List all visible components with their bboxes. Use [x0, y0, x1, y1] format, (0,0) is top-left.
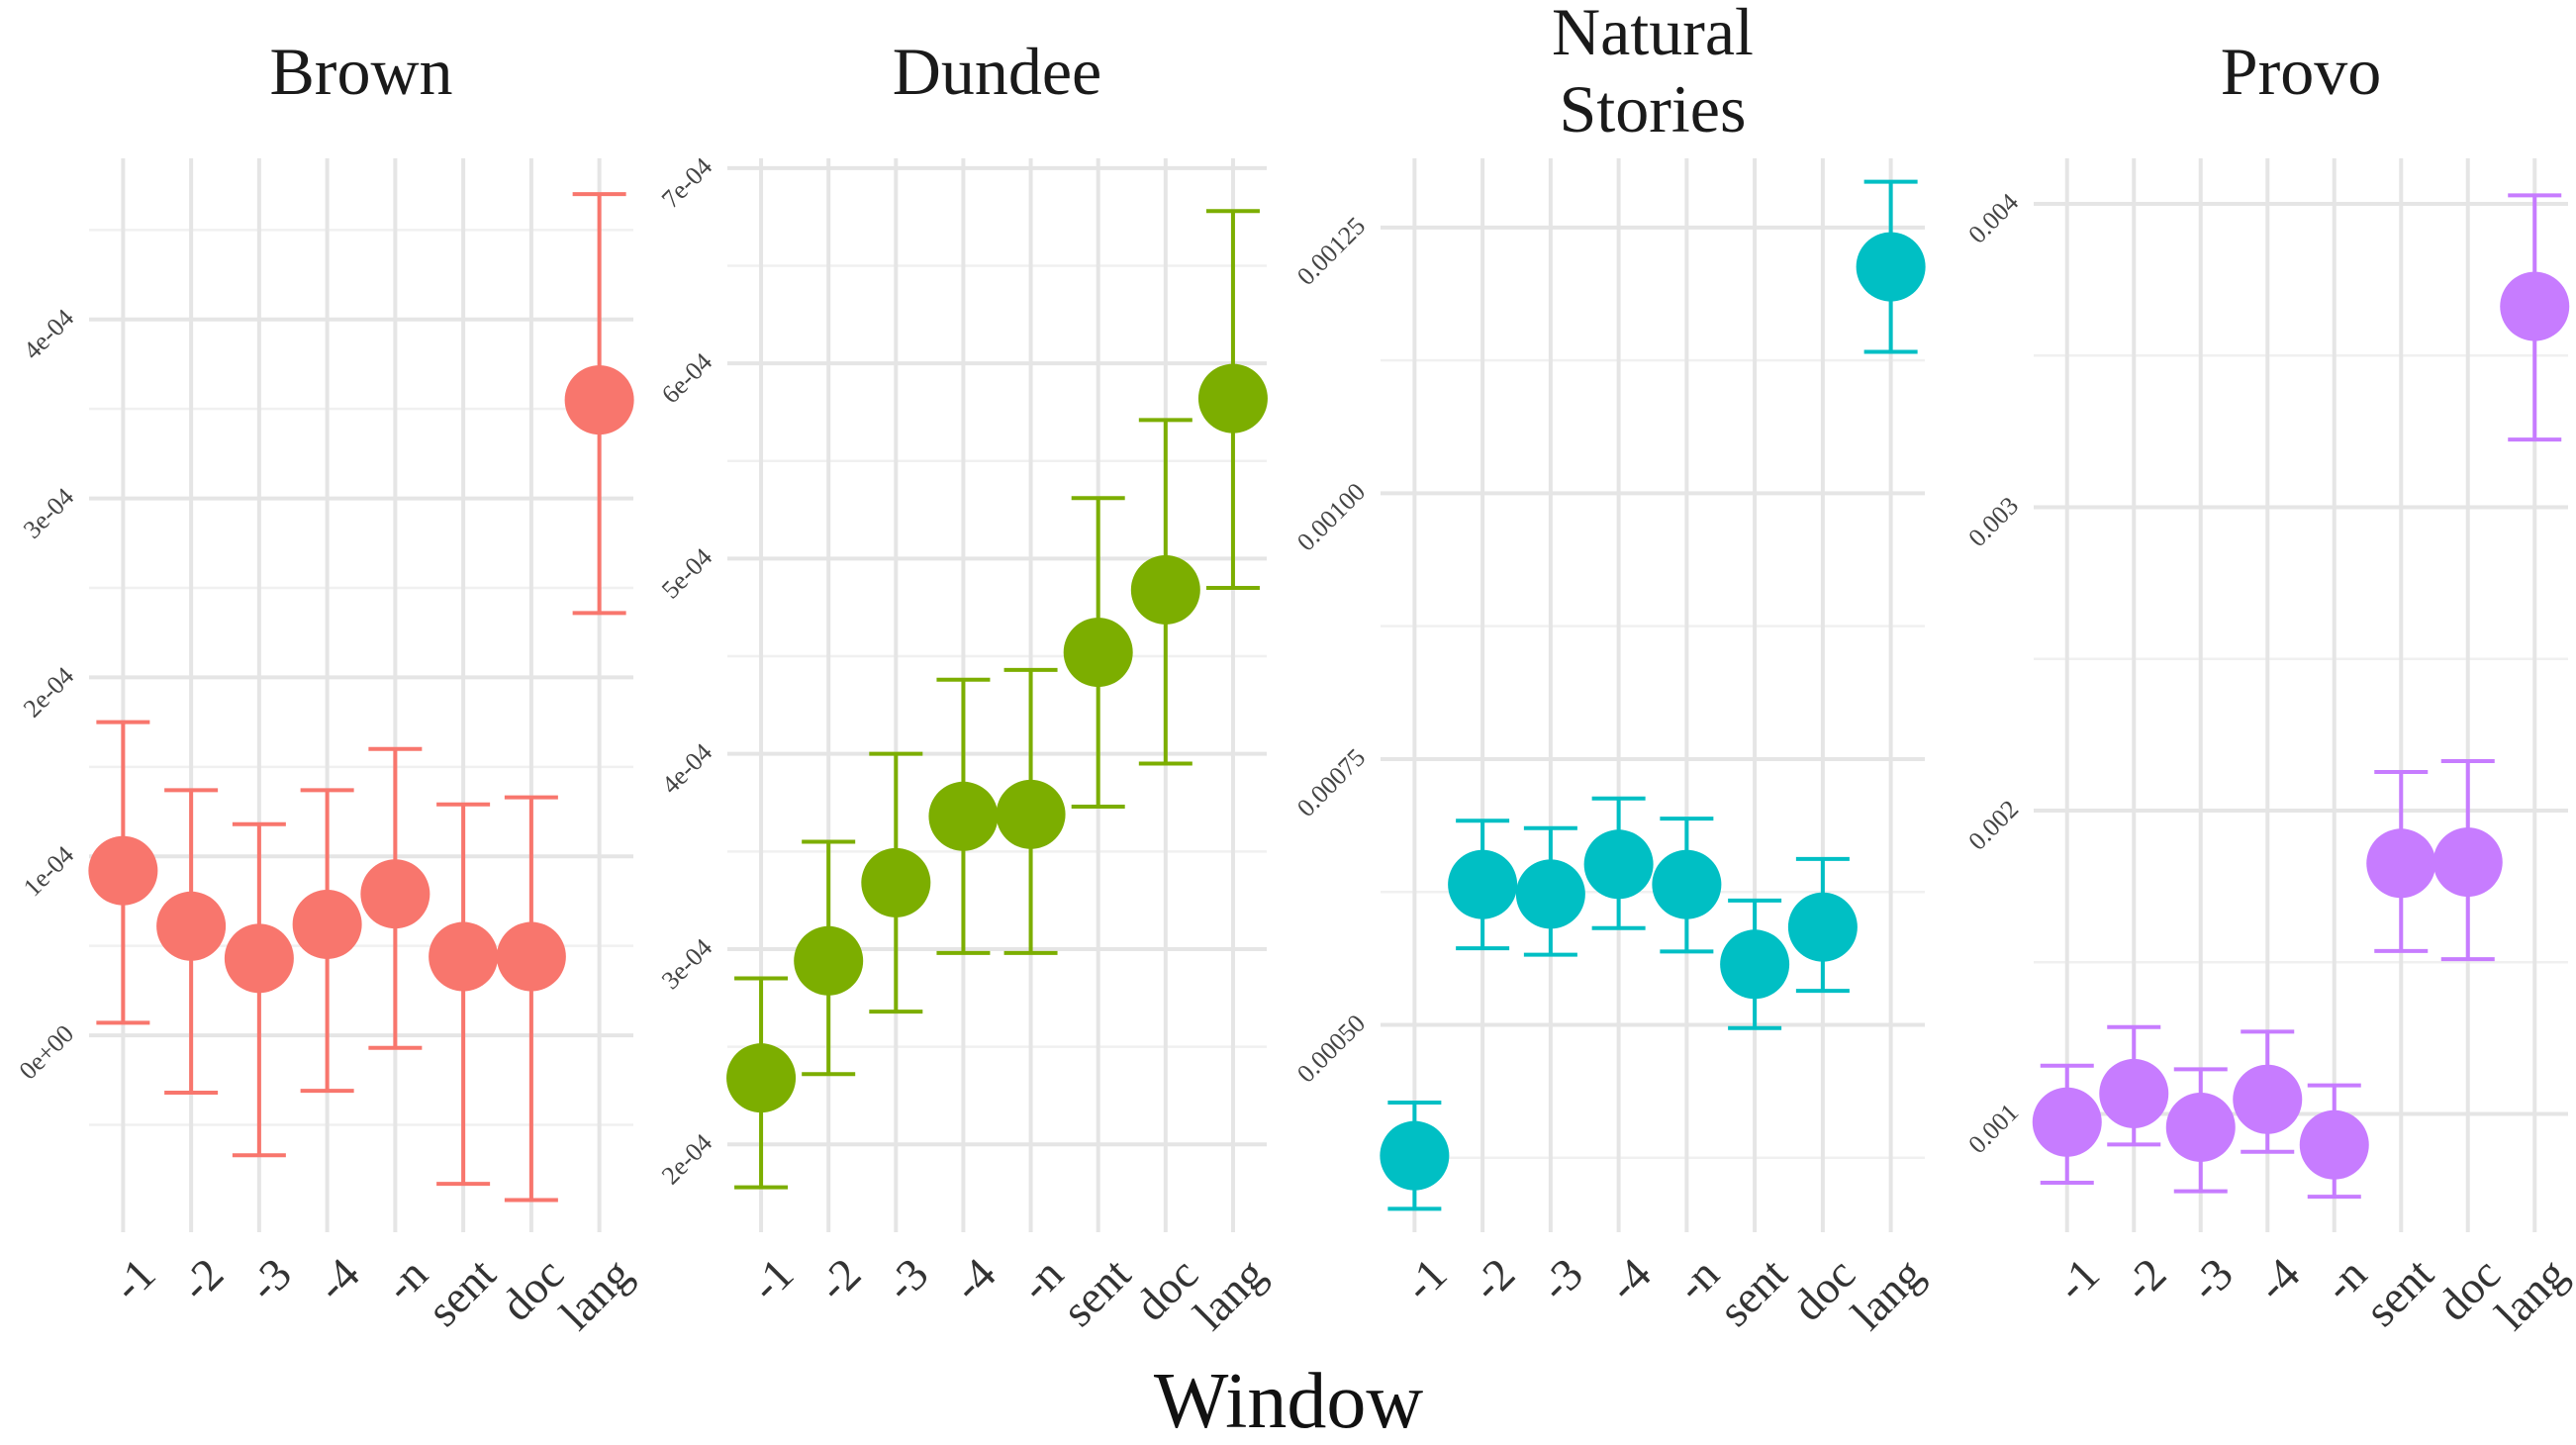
- x-tick-label: lang: [1842, 1248, 1933, 1339]
- y-tick-label: 4e-04: [18, 303, 79, 364]
- y-tick-label: 7e-04: [656, 152, 717, 214]
- data-point: [1787, 892, 1858, 962]
- x-tick-label: sent: [418, 1248, 506, 1336]
- x-tick-label: -3: [875, 1248, 937, 1310]
- data-point: [726, 1043, 797, 1113]
- y-tick-label: 0.003: [1962, 491, 2024, 552]
- data-point: [2366, 828, 2436, 899]
- x-tick-label: -1: [2047, 1248, 2109, 1310]
- panel-title-line-1: Natural: [1552, 0, 1754, 69]
- y-tick-label: 0.00100: [1291, 477, 1371, 556]
- data-point: [224, 923, 294, 994]
- y-tick-label: 0.004: [1962, 188, 2024, 249]
- error-bar: [504, 795, 558, 1203]
- data-point: [156, 891, 227, 961]
- y-tick-label: 5e-04: [656, 542, 717, 604]
- y-tick-label: 0.00050: [1291, 1009, 1371, 1088]
- y-tick-label: 1e-04: [18, 840, 79, 902]
- data-point: [861, 847, 931, 917]
- data-point: [1720, 929, 1790, 1000]
- data-point: [292, 889, 362, 959]
- x-axis-label: Window: [1154, 1358, 1424, 1445]
- data-point: [996, 779, 1066, 849]
- data-point: [1515, 859, 1585, 929]
- x-tick-label: -1: [740, 1248, 803, 1310]
- data-point: [2165, 1092, 2236, 1162]
- x-tick-label: doc: [2428, 1248, 2510, 1330]
- x-tick-label: -4: [2246, 1248, 2309, 1310]
- data-point: [1063, 618, 1133, 688]
- data-point: [88, 835, 158, 906]
- x-tick-label: -2: [1462, 1248, 1524, 1310]
- error-bar: [436, 802, 491, 1187]
- y-tick-label: 0.00075: [1291, 743, 1371, 822]
- x-tick-label: sent: [1709, 1248, 1797, 1336]
- panel-title: Brown: [269, 34, 452, 109]
- y-tick-label: 2e-04: [656, 1128, 717, 1190]
- data-point: [1448, 849, 1518, 919]
- x-tick-label: -2: [170, 1248, 233, 1310]
- y-tick-label: 0.001: [1962, 1098, 2024, 1159]
- panel-title: Provo: [2221, 34, 2381, 109]
- panel-title: Dundee: [893, 34, 1101, 109]
- y-tick-label: 4e-04: [656, 737, 717, 799]
- x-tick-label: lang: [1184, 1248, 1275, 1339]
- x-tick-label: -1: [102, 1248, 164, 1310]
- data-point: [2500, 271, 2570, 341]
- data-point: [1380, 1120, 1450, 1191]
- data-point: [928, 781, 999, 851]
- x-tick-label: -4: [1598, 1248, 1661, 1310]
- data-point: [564, 365, 634, 435]
- x-tick-label: doc: [1782, 1248, 1864, 1330]
- data-point: [2233, 1064, 2303, 1134]
- data-point: [2433, 827, 2503, 898]
- data-point: [429, 921, 499, 992]
- data-point: [2032, 1087, 2102, 1157]
- x-tick-label: -4: [943, 1248, 1005, 1310]
- data-point: [1197, 363, 1268, 434]
- y-tick-label: 3e-04: [656, 933, 717, 995]
- x-tick-label: -4: [307, 1248, 369, 1310]
- data-point: [1652, 849, 1722, 919]
- panel-title-line-2: Stories: [1560, 71, 1747, 146]
- x-tick-label: lang: [550, 1248, 641, 1339]
- x-tick-label: lang: [2485, 1248, 2576, 1339]
- data-point: [1856, 232, 1926, 302]
- data-point: [496, 921, 566, 992]
- data-point: [2299, 1109, 2369, 1180]
- y-tick-label: 2e-04: [18, 661, 79, 722]
- x-tick-label: -3: [239, 1248, 301, 1310]
- x-tick-label: -3: [2180, 1248, 2242, 1310]
- y-tick-label: 0e+00: [14, 1019, 80, 1086]
- x-tick-label: -2: [2113, 1248, 2175, 1310]
- x-tick-label: -3: [1530, 1248, 1592, 1310]
- x-tick-label: -1: [1393, 1248, 1456, 1310]
- y-tick-label: 0.00125: [1291, 212, 1371, 291]
- data-point: [2099, 1058, 2169, 1128]
- x-tick-label: -2: [808, 1248, 870, 1310]
- data-point: [794, 925, 864, 996]
- data-point: [1583, 829, 1654, 900]
- data-point: [360, 859, 430, 929]
- x-tick-label: doc: [491, 1248, 573, 1330]
- y-tick-label: 3e-04: [18, 482, 79, 543]
- x-tick-label: doc: [1125, 1248, 1207, 1330]
- data-point: [1130, 554, 1200, 625]
- y-tick-label: 6e-04: [656, 347, 717, 409]
- y-tick-label: 0.002: [1962, 795, 2024, 856]
